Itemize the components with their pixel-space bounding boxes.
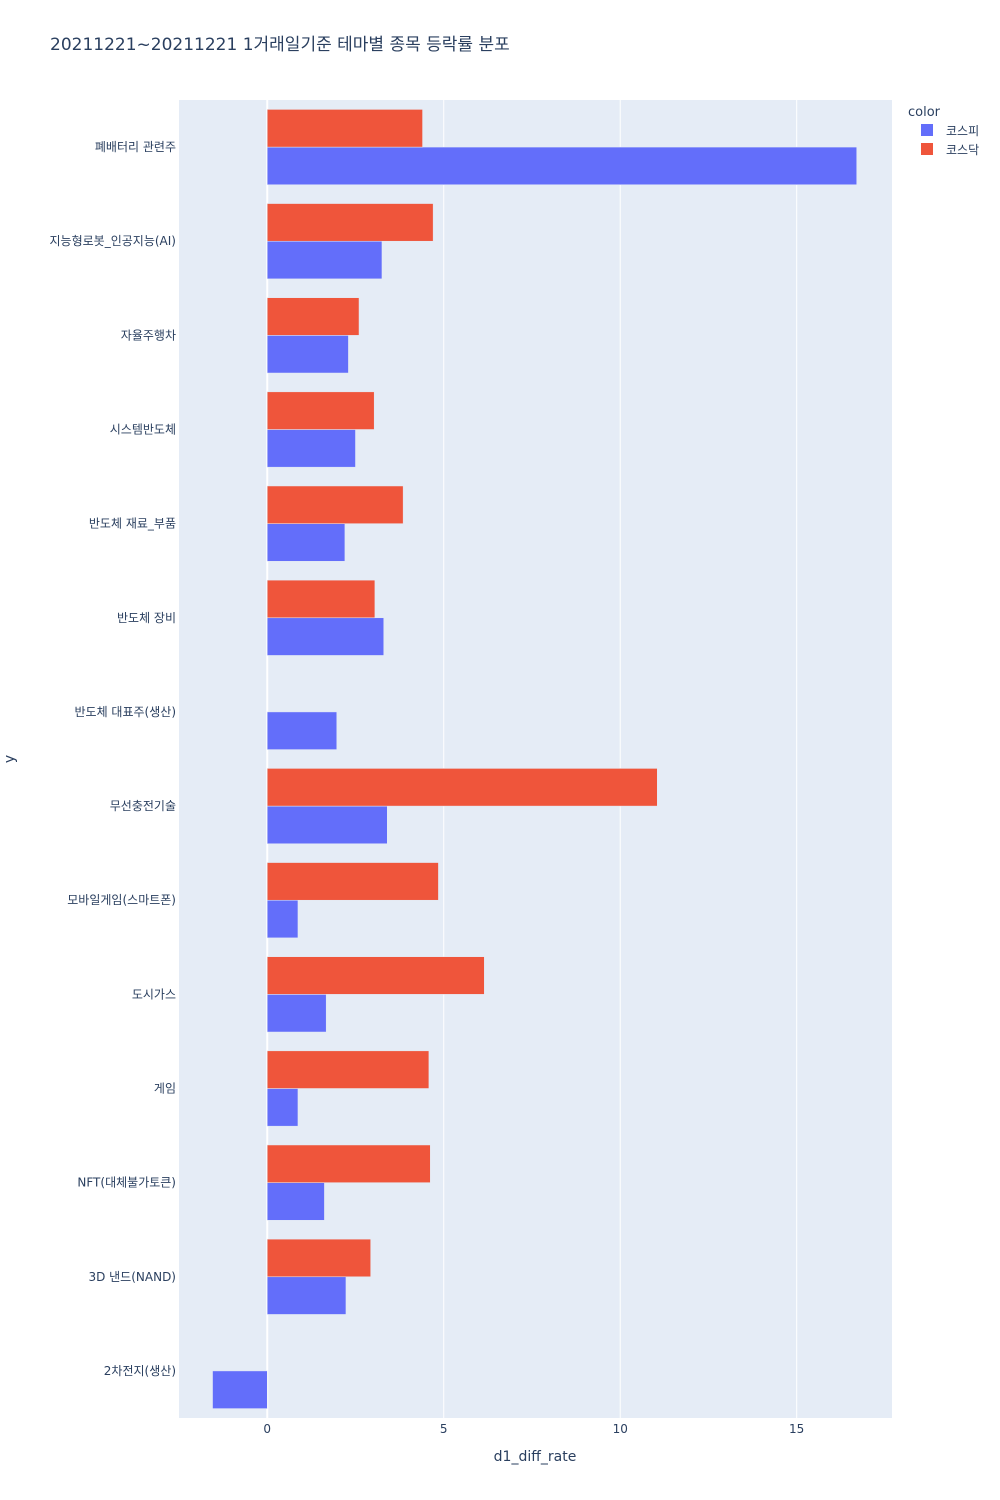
bar-kosdaq (266, 485, 404, 524)
bar-kosdaq (266, 1144, 431, 1183)
bar-kosdaq (266, 297, 360, 336)
y-tick-label: 반도체 재료_부품 (89, 517, 176, 531)
y-tick-label: 시스템반도체 (110, 423, 176, 437)
x-tick-label: 10 (613, 1422, 628, 1436)
x-tick-label: 0 (263, 1422, 271, 1436)
legend-label: 코스닥 (946, 143, 979, 157)
bar-kospi (266, 1088, 299, 1127)
bar-kosdaq (266, 1050, 430, 1089)
y-tick-label: 무선충전기술 (110, 799, 176, 813)
bar-kosdaq (266, 109, 423, 148)
y-tick-label: 게임 (154, 1082, 176, 1096)
bar-kosdaq (266, 203, 434, 242)
bar-kospi (266, 617, 384, 656)
y-tick-label: 반도체 대표주(생산) (75, 705, 177, 719)
y-tick-label: NFT(대체불가토큰) (77, 1176, 176, 1190)
legend-swatch (921, 143, 933, 155)
bar-kospi (266, 240, 383, 280)
y-tick-label: 지능형로봇_인공지능(AI) (50, 234, 176, 248)
y-tick-label: 2차전지(생산) (104, 1364, 176, 1378)
y-tick-label: 모바일게임(스마트폰) (67, 893, 176, 907)
y-tick-label: 폐배터리 관련주 (95, 140, 176, 154)
legend-swatch (921, 124, 933, 136)
bar-kospi (266, 711, 338, 750)
legend-label: 코스피 (946, 124, 979, 138)
chart-title: 20211221~20211221 1거래일기준 테마별 종목 등락률 분포 (50, 35, 510, 55)
bar-kospi (266, 1182, 325, 1221)
x-tick-label: 15 (789, 1422, 804, 1436)
bars-layer (212, 109, 857, 1409)
y-tick-label: 자율주행차 (121, 327, 176, 342)
x-tick-label: 5 (440, 1422, 448, 1436)
y-tick-label: 도시가스 (132, 987, 176, 1001)
y-tick-label: 반도체 장비 (117, 611, 176, 625)
bar-kospi (266, 994, 327, 1033)
bar-kospi (266, 899, 299, 939)
bar-kosdaq (266, 391, 375, 430)
bar-kospi (266, 523, 346, 562)
bar-kospi (266, 429, 356, 468)
bar-kospi (212, 1370, 268, 1409)
bar-kosdaq (266, 956, 485, 995)
bar-kosdaq (266, 862, 439, 901)
bar-kosdaq (266, 1238, 371, 1278)
legend-title: color (908, 105, 941, 120)
bar-kospi (266, 335, 349, 374)
bar-kosdaq (266, 579, 376, 619)
x-tick-labels: 0 5 10 15 (263, 1422, 804, 1436)
x-axis-title: d1_diff_rate (494, 1449, 577, 1465)
bar-kosdaq (266, 768, 658, 807)
y-axis-title: y (2, 755, 18, 763)
bar-kospi (266, 146, 857, 185)
bar-kospi (266, 1276, 347, 1315)
bar-kospi (266, 805, 388, 844)
y-tick-label: 3D 낸드(NAND) (88, 1270, 176, 1284)
